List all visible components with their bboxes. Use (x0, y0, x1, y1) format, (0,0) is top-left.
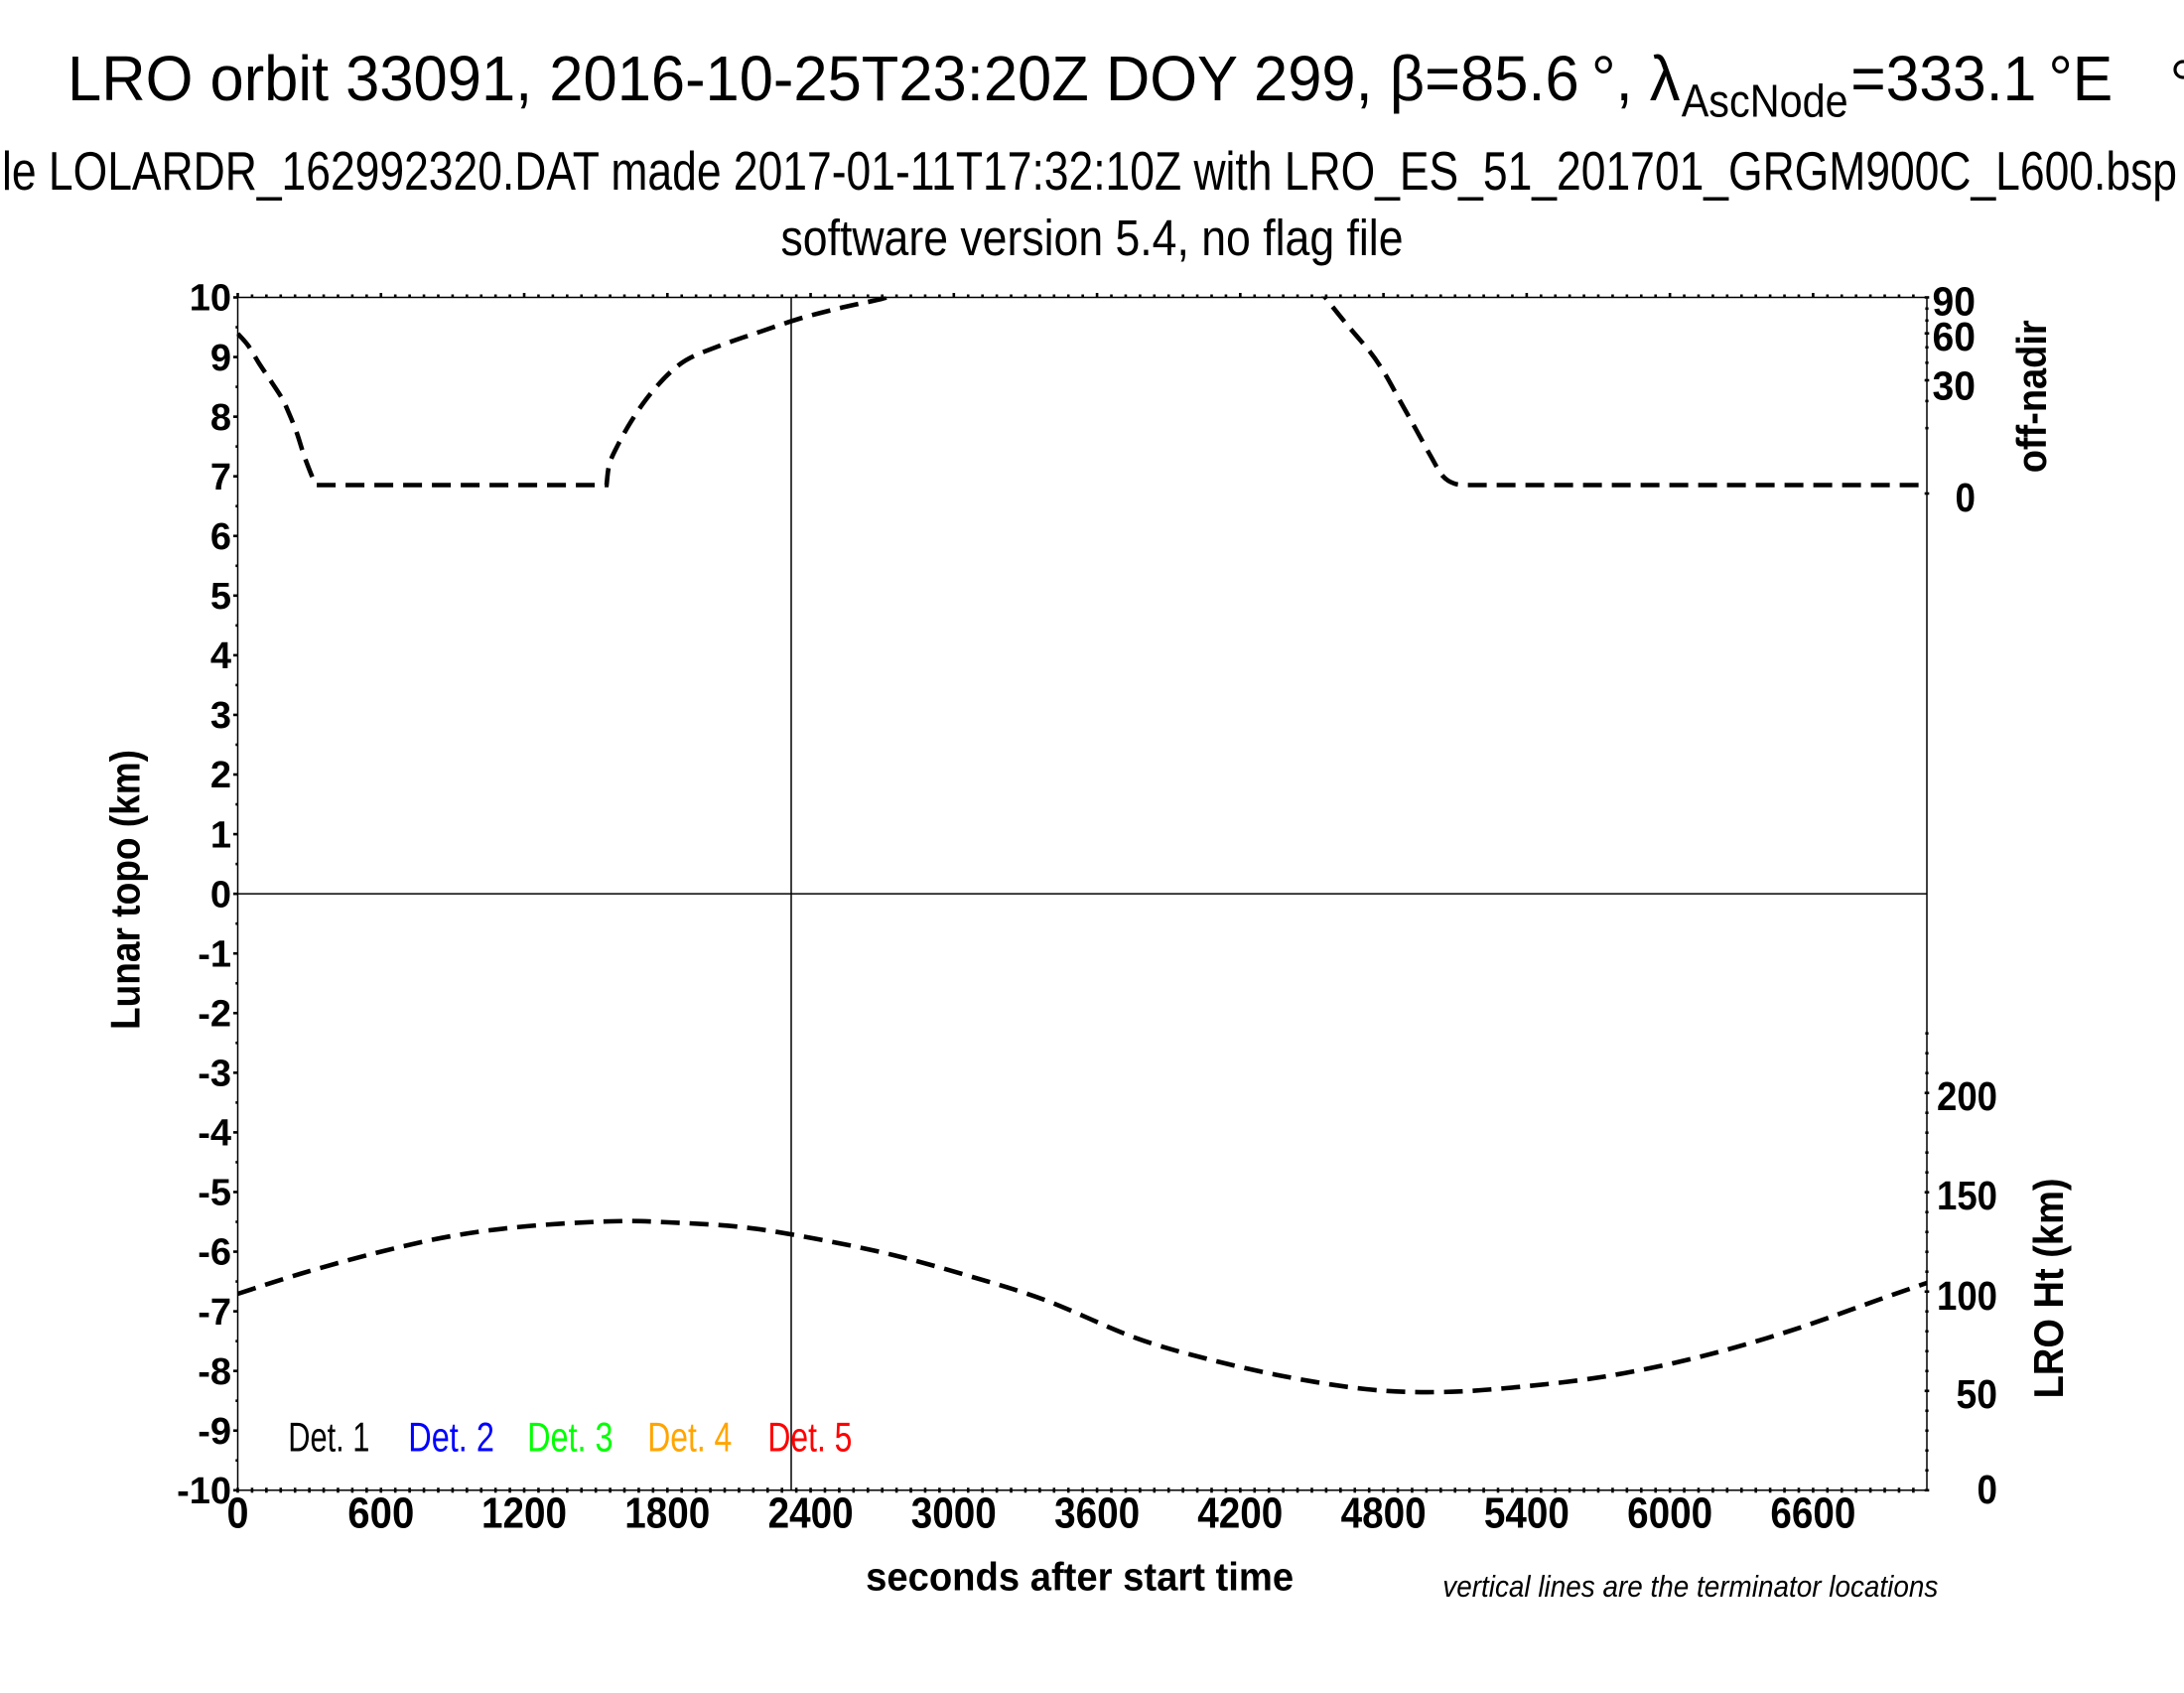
svg-text:5: 5 (210, 576, 231, 618)
svg-text:0: 0 (1978, 1467, 1998, 1512)
svg-text:6600: 6600 (1770, 1490, 1855, 1538)
svg-text:-9: -9 (198, 1411, 231, 1453)
svg-text:3600: 3600 (1054, 1490, 1140, 1538)
svg-text:9: 9 (210, 338, 231, 379)
svg-text:60: 60 (1933, 314, 1977, 359)
svg-text:0: 0 (210, 874, 231, 916)
svg-text:vertical lines are the termina: vertical lines are the terminator locati… (1442, 1569, 1938, 1604)
svg-text:Det. 3: Det. 3 (527, 1414, 614, 1461)
svg-text:-2: -2 (198, 994, 231, 1036)
svg-text:30: 30 (1933, 363, 1977, 409)
svg-text:4: 4 (210, 635, 231, 677)
svg-text:1800: 1800 (624, 1490, 710, 1538)
svg-text:100: 100 (1937, 1273, 1997, 1319)
svg-text:4200: 4200 (1197, 1490, 1283, 1538)
svg-text:AscNode: AscNode (1682, 75, 1848, 127)
svg-text:3: 3 (210, 695, 231, 737)
svg-text:3000: 3000 (911, 1490, 997, 1538)
svg-text:-8: -8 (198, 1351, 231, 1393)
svg-text:0: 0 (227, 1490, 249, 1538)
svg-text:600: 600 (347, 1490, 414, 1538)
svg-text:1: 1 (210, 814, 231, 856)
svg-text:LRO orbit 33091, 2016-10-25T23: LRO orbit 33091, 2016-10-25T23:20Z DOY 2… (68, 43, 1681, 114)
svg-text:Det. 4: Det. 4 (647, 1414, 732, 1461)
svg-text:Det. 5: Det. 5 (767, 1414, 852, 1461)
svg-text:=333.1 °E: =333.1 °E (1850, 43, 2113, 114)
svg-text:-7: -7 (198, 1292, 231, 1334)
svg-text:-4: -4 (198, 1113, 231, 1155)
svg-text:8: 8 (210, 397, 231, 439)
svg-text:2: 2 (210, 755, 231, 796)
svg-text:off-nadir: off-nadir (2008, 320, 2055, 473)
svg-text:0: 0 (1956, 475, 1977, 520)
svg-text:-3: -3 (198, 1054, 231, 1095)
svg-text:2400: 2400 (768, 1490, 854, 1538)
svg-text:150: 150 (1937, 1173, 1997, 1218)
svg-text:5400: 5400 (1484, 1490, 1570, 1538)
svg-text:10: 10 (190, 278, 231, 320)
svg-text:seconds after start time: seconds after start time (866, 1555, 1294, 1599)
svg-text:6000: 6000 (1627, 1490, 1712, 1538)
svg-text:Lunar topo (km): Lunar topo (km) (102, 750, 149, 1030)
svg-text:software version 5.4, no flag: software version 5.4, no flag file (781, 210, 1404, 266)
svg-text:LRO Ht (km): LRO Ht (km) (2025, 1178, 2072, 1398)
svg-text:-6: -6 (198, 1232, 231, 1274)
svg-text:-10: -10 (177, 1471, 231, 1512)
svg-text:Det. 1: Det. 1 (288, 1414, 369, 1461)
svg-text:-1: -1 (198, 933, 231, 975)
svg-text:200: 200 (1937, 1073, 1997, 1119)
svg-text:Det. 2: Det. 2 (408, 1414, 494, 1461)
svg-text:7: 7 (210, 457, 231, 498)
svg-text:1200: 1200 (481, 1490, 567, 1538)
svg-text:4800: 4800 (1341, 1490, 1427, 1538)
svg-text:90: 90 (1933, 279, 1977, 325)
svg-text:le LOLARDR_162992320.DAT made: le LOLARDR_162992320.DAT made 2017-01-11… (2, 140, 2177, 202)
svg-text:6: 6 (210, 516, 231, 558)
svg-text:50: 50 (1957, 1371, 1998, 1417)
svg-text:-5: -5 (198, 1173, 231, 1214)
